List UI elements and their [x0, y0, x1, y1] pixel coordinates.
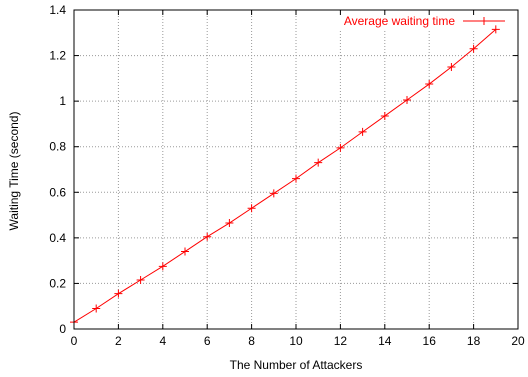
x-tick-label: 20 [511, 334, 525, 348]
y-tick-label: 0.8 [49, 140, 66, 154]
x-tick-label: 6 [204, 334, 211, 348]
x-tick-label: 0 [71, 334, 78, 348]
legend-label: Average waiting time [344, 14, 455, 28]
x-tick-label: 16 [423, 334, 437, 348]
y-axis-label: Waiting Time (second) [7, 112, 21, 231]
data-point [314, 158, 323, 167]
data-point [158, 262, 167, 271]
y-tick-label: 0.2 [49, 276, 66, 290]
x-tick-label: 8 [248, 334, 255, 348]
x-tick-label: 12 [334, 334, 348, 348]
data-point [269, 189, 278, 198]
data-point [181, 247, 189, 256]
data-point [403, 96, 411, 105]
x-axis-label: The Number of Attackers [230, 358, 363, 372]
y-axis-ticks: 0 0.2 0.4 0.6 0.8 1 1.2 1.4 [49, 3, 518, 336]
data-point [203, 232, 212, 241]
legend-marker [480, 17, 488, 25]
data-point [380, 111, 389, 120]
series-line [73, 28, 497, 323]
y-tick-label: 1.2 [49, 49, 66, 63]
x-tick-label: 4 [159, 334, 166, 348]
data-point [225, 219, 234, 228]
legend-background [315, 12, 511, 30]
data-point [92, 304, 101, 313]
x-tick-label: 10 [289, 334, 303, 348]
data-point [425, 80, 434, 89]
y-tick-label: 0.4 [49, 231, 66, 245]
y-tick-label: 1.4 [49, 3, 66, 17]
data-point [114, 289, 123, 298]
x-tick-label: 14 [378, 334, 392, 348]
data-point [447, 62, 456, 71]
data-point [469, 44, 478, 53]
x-tick-label: 2 [115, 334, 122, 348]
legend: Average waiting time [344, 14, 505, 28]
y-tick-label: 0.6 [49, 185, 66, 199]
series-layer [70, 25, 500, 327]
data-point [491, 25, 500, 34]
data-point [358, 127, 367, 136]
data-point [247, 204, 256, 213]
grid-lines [74, 10, 518, 329]
data-point [292, 174, 300, 183]
x-axis-ticks: 0 2 4 6 8 10 12 14 16 18 20 [71, 10, 525, 348]
x-tick-label: 18 [467, 334, 481, 348]
y-tick-label: 1 [59, 94, 66, 108]
y-tick-label: 0 [59, 322, 66, 336]
plot-frame [73, 9, 519, 330]
data-point [136, 276, 145, 285]
data-point [336, 143, 345, 152]
